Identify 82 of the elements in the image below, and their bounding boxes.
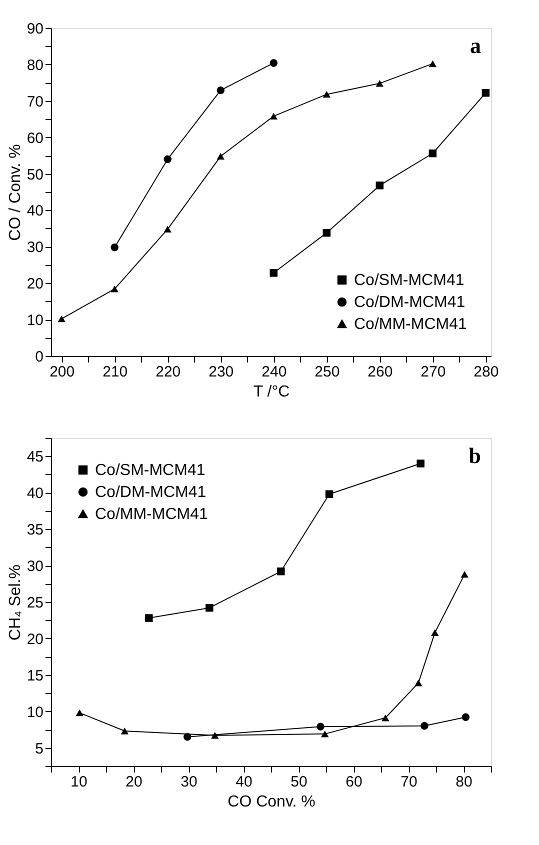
annotation: a xyxy=(470,33,481,58)
y-tick-label: 90 xyxy=(26,20,44,38)
y-tick-label: 70 xyxy=(26,93,44,110)
point xyxy=(316,722,324,731)
x-axis-title: T /°C xyxy=(253,384,290,400)
x-tick-label: 250 xyxy=(314,364,340,380)
y-tick-label: 30 xyxy=(26,558,44,576)
legend-label: Co/MM-MCM41 xyxy=(95,506,208,523)
point xyxy=(428,60,437,68)
x-tick-label: 200 xyxy=(50,364,75,380)
y-tick-label: 20 xyxy=(26,630,44,648)
y-tick-label: 40 xyxy=(26,485,44,502)
point xyxy=(216,86,225,94)
x-tick-label: 280 xyxy=(474,364,499,380)
y-tick-label: 15 xyxy=(26,667,44,684)
point xyxy=(428,149,437,158)
point xyxy=(270,112,278,120)
y-tick-label: 30 xyxy=(26,239,44,256)
x-tick-label: 270 xyxy=(420,364,446,380)
x-tick-label: 230 xyxy=(208,364,234,380)
legend-label: Co/SM-MCM41 xyxy=(354,272,464,289)
point xyxy=(277,568,285,576)
point xyxy=(164,155,172,164)
y-axis-title: CH₄ Sel.% xyxy=(6,564,24,640)
point xyxy=(206,604,214,612)
x-tick-label: 260 xyxy=(368,364,393,380)
point xyxy=(322,228,331,237)
point xyxy=(460,570,468,578)
point xyxy=(145,614,153,622)
point xyxy=(416,460,424,468)
point xyxy=(58,315,66,322)
y-tick-label: 45 xyxy=(26,448,44,466)
point xyxy=(76,709,84,716)
point xyxy=(164,226,172,233)
legend-label: Co/MM-MCM41 xyxy=(354,316,467,333)
point xyxy=(382,714,390,722)
point xyxy=(462,713,470,722)
x-tick-label: 70 xyxy=(400,774,418,790)
point xyxy=(321,730,329,738)
x-tick-label: 50 xyxy=(290,774,308,790)
y-tick-label: 60 xyxy=(26,130,44,147)
y-tick-label: 5 xyxy=(35,740,44,758)
x-tick-label: 30 xyxy=(180,774,198,790)
y-tick-label: 35 xyxy=(26,522,44,539)
x-tick-label: 20 xyxy=(126,774,142,790)
y-tick-label: 20 xyxy=(26,276,44,293)
point xyxy=(184,732,192,741)
point xyxy=(110,286,118,292)
x-tick-label: 10 xyxy=(70,774,88,790)
y-tick-label: 40 xyxy=(26,202,44,220)
point xyxy=(376,80,384,87)
point xyxy=(431,629,439,636)
x-axis-title: CO Conv. % xyxy=(228,794,316,810)
annotation: b xyxy=(468,443,481,468)
y-axis-title: CO / Conv. % xyxy=(6,144,24,241)
x-tick-label: 220 xyxy=(156,364,181,380)
point xyxy=(216,152,225,160)
point xyxy=(414,680,422,686)
y-tick-label: 10 xyxy=(26,312,44,330)
point xyxy=(482,89,490,97)
point xyxy=(376,182,384,190)
point xyxy=(270,269,278,277)
point xyxy=(110,244,118,252)
point xyxy=(322,90,331,98)
x-tick-label: 80 xyxy=(456,774,472,790)
x-tick-label: 40 xyxy=(236,774,252,790)
legend-label: Co/DM-MCM41 xyxy=(354,294,466,311)
point xyxy=(420,722,428,730)
x-tick-label: 210 xyxy=(102,364,128,380)
y-tick-label: 50 xyxy=(26,166,44,184)
y-tick-label: 25 xyxy=(26,594,44,612)
y-tick-label: 0 xyxy=(35,348,44,366)
x-tick-label: 240 xyxy=(262,364,287,380)
x-tick-label: 60 xyxy=(346,774,362,790)
point xyxy=(211,732,219,739)
point xyxy=(270,59,278,67)
legend-label: Co/DM-MCM41 xyxy=(95,484,206,501)
point xyxy=(325,490,334,498)
legend-label: Co/SM-MCM41 xyxy=(95,462,206,479)
y-tick-label: 80 xyxy=(26,56,44,74)
y-tick-label: 10 xyxy=(26,704,44,721)
point xyxy=(120,728,129,734)
